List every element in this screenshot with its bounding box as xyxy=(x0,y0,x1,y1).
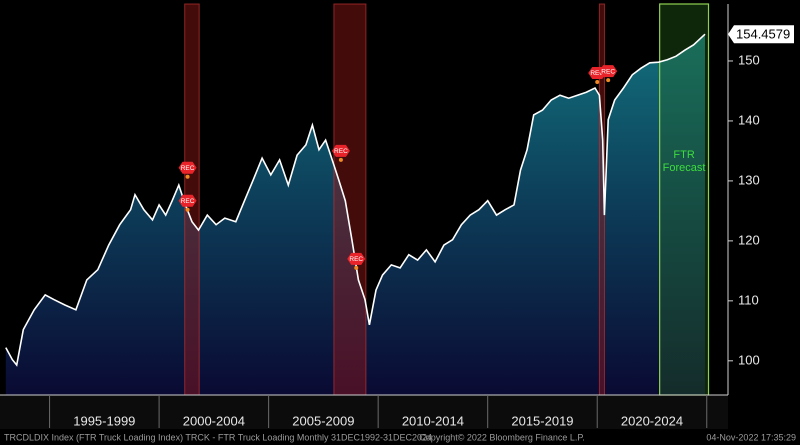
x-tick-label: 1995-1999 xyxy=(73,413,135,428)
x-tick-label: 2005-2009 xyxy=(292,413,354,428)
x-tick-label: 2000-2004 xyxy=(183,413,245,428)
recession-band xyxy=(333,3,367,396)
x-tick-label: 2020-2024 xyxy=(621,413,683,428)
recession-marker xyxy=(178,161,197,174)
footer-description: TRCDLDIX Index (FTR Truck Loading Index)… xyxy=(4,432,432,442)
recession-marker-label: REC xyxy=(590,70,604,77)
last-value-box xyxy=(728,25,794,44)
y-tick-label: 100 xyxy=(738,352,760,367)
recession-marker-label: REC xyxy=(349,256,363,263)
recession-point xyxy=(185,174,190,179)
x-tick-label: 2010-2014 xyxy=(402,413,464,428)
x-tick-label: 2015-2019 xyxy=(511,413,573,428)
line xyxy=(5,33,706,367)
footer-timestamp: 04-Nov-2022 17:35:29 xyxy=(706,432,796,442)
recession-marker-label: REC xyxy=(601,68,615,75)
recession-marker-label: REC xyxy=(181,165,195,172)
recession-point xyxy=(185,207,190,212)
recession-point xyxy=(595,79,600,84)
recession-point xyxy=(606,78,611,83)
y-tick-label: 120 xyxy=(738,232,760,247)
footer-copyright: Copyright© 2022 Bloomberg Finance L.P. xyxy=(419,432,585,442)
area xyxy=(5,34,706,395)
recession-marker-label: REC xyxy=(334,148,348,155)
recession-marker-label: REC xyxy=(181,198,195,205)
recession-point xyxy=(338,157,343,162)
forecast-band xyxy=(659,3,710,396)
y-tick-label: 150 xyxy=(738,52,760,67)
y-tick-label: 110 xyxy=(738,292,759,307)
recession-point xyxy=(354,265,359,270)
recession-marker xyxy=(178,194,197,207)
y-tick-label: 140 xyxy=(738,112,760,127)
recession-marker xyxy=(599,65,618,78)
recession-marker xyxy=(331,144,350,157)
x-axis-band xyxy=(0,395,728,429)
y-tick-label: 130 xyxy=(738,172,760,187)
forecast-label: Forecast xyxy=(663,162,706,174)
recession-marker xyxy=(347,252,366,265)
last-value-label: 154.4579 xyxy=(736,27,790,42)
forecast-label: FTR xyxy=(673,149,694,161)
